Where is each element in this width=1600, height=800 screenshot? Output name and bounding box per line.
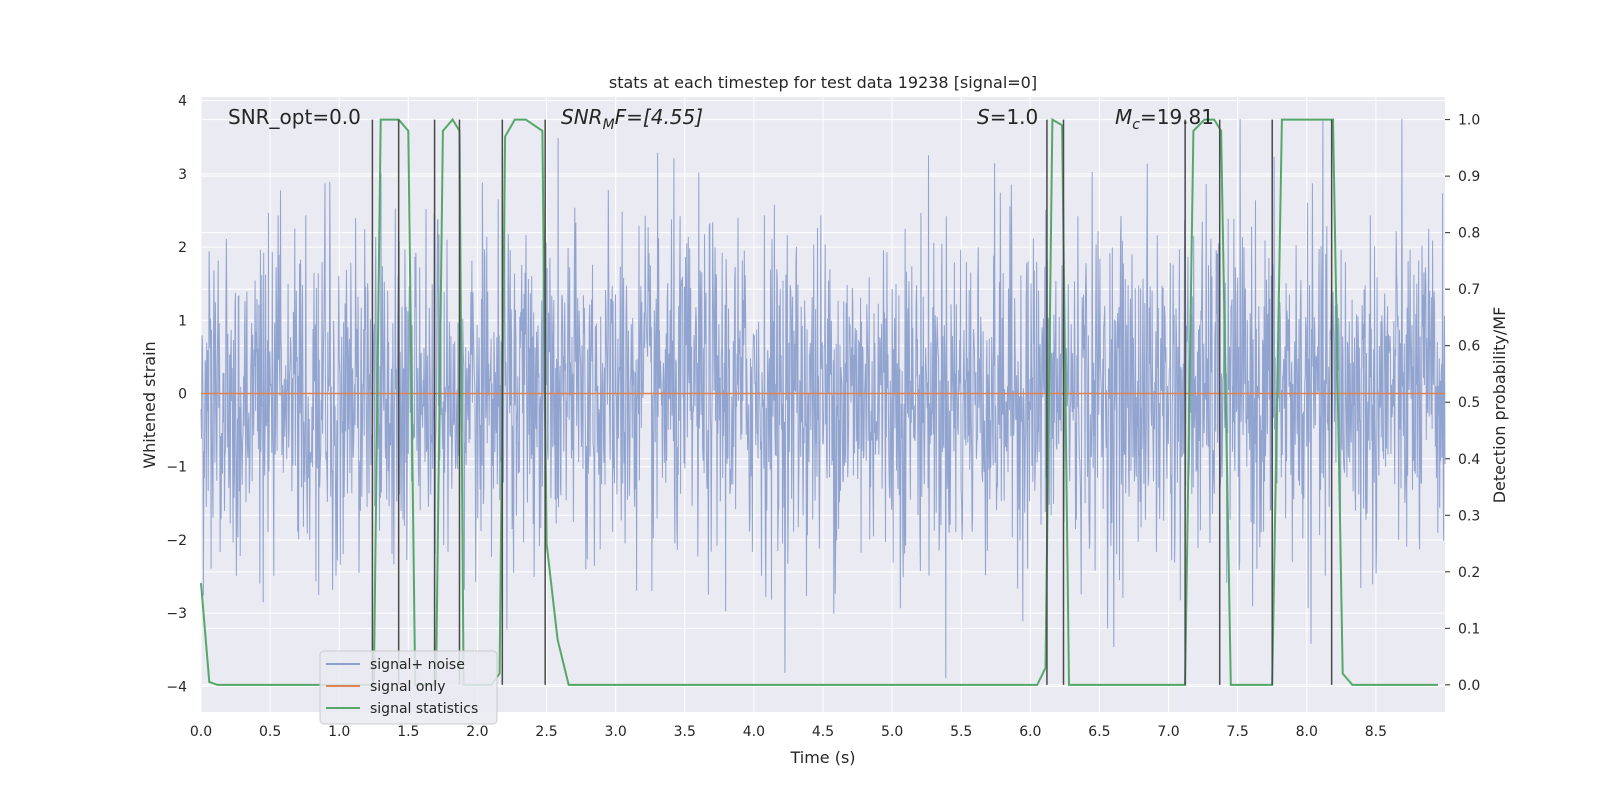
y2-tick-label: 0.5: [1458, 395, 1480, 411]
x-tick-label: 1.0: [328, 724, 350, 740]
x-tick-label: 2.0: [466, 724, 488, 740]
y2-tick-label: 0.4: [1458, 452, 1480, 468]
y-tick-label: 1: [178, 313, 187, 329]
x-tick-label: 8.0: [1296, 724, 1318, 740]
noise-line: [200, 118, 1446, 679]
y2-tick-label: 0.3: [1458, 508, 1480, 524]
y2-tick-label: 0.9: [1458, 169, 1480, 185]
x-tick-label: 3.5: [674, 724, 696, 740]
signal-statistics-line: [200, 117, 1439, 686]
vertical-lines: [371, 119, 1333, 685]
legend-label-signal: signal only: [370, 679, 445, 695]
y2-tick-label: 0.2: [1458, 565, 1480, 581]
chart-title: stats at each timestep for test data 192…: [609, 73, 1037, 92]
y-tick-label: 0: [178, 387, 187, 403]
legend-box: [319, 650, 498, 725]
annotation-mc: Mc=19.81: [1115, 105, 1214, 133]
series-layer: [200, 117, 1445, 686]
annotation-s: S=1.0: [977, 105, 1038, 129]
y-tick-label: −1: [166, 460, 187, 476]
annotation-snr-opt: SNR_opt=0.0: [228, 105, 361, 129]
y-tick-label: 3: [178, 167, 187, 183]
y-tick-label: −3: [166, 606, 187, 622]
x-tick-label: 8.5: [1365, 724, 1387, 740]
x-tick-label: 6.5: [1088, 724, 1110, 740]
legend-label-stats: signal statistics: [370, 701, 478, 717]
annotation-snr-mf: SNRMF=[4.55]: [561, 105, 703, 133]
tick-labels: 0.0 0.5 1.0 1.5 2.0 2.5 3.0 3.5 4.0 4.5 5.0 5.5 6.0 6…: [166, 94, 1480, 740]
y2-tick-label: 0.8: [1458, 226, 1480, 242]
x-tick-label: 4.0: [743, 724, 765, 740]
x-tick-label: 7.5: [1227, 724, 1249, 740]
x-tick-label: 2.5: [535, 724, 557, 740]
y-tick-label: 4: [178, 94, 187, 110]
x-tick-label: 0.5: [259, 724, 281, 740]
x-axis-label: Time (s): [789, 748, 855, 767]
y2-tick-label: 0.6: [1458, 339, 1480, 355]
x-tick-label: 6.0: [1019, 724, 1041, 740]
y-tick-label: −2: [166, 533, 187, 549]
y-tick-label: 2: [178, 240, 187, 256]
x-tick-label: 1.5: [397, 724, 419, 740]
y2-tick-label: 0.1: [1458, 621, 1480, 637]
x-tick-label: 7.0: [1157, 724, 1179, 740]
x-tick-label: 4.5: [812, 724, 834, 740]
legend: signal+ noise signal only signal statist…: [319, 650, 498, 725]
y2-tick-label: 1.0: [1458, 113, 1480, 129]
y2-axis-label: Detection probability/MF: [1490, 307, 1509, 504]
x-tick-label: 0.0: [190, 724, 212, 740]
y-axis-label: Whitened strain: [140, 341, 159, 468]
x-tick-label: 5.0: [881, 724, 903, 740]
y-tick-label: −4: [166, 679, 187, 695]
x-tick-label: 3.0: [605, 724, 627, 740]
x-tick-label: 5.5: [950, 724, 972, 740]
y2-tick-label: 0.7: [1458, 282, 1480, 298]
y2-tick-label: 0.0: [1458, 678, 1480, 694]
legend-label-noise: signal+ noise: [370, 657, 465, 673]
noise-series: [200, 118, 1446, 679]
